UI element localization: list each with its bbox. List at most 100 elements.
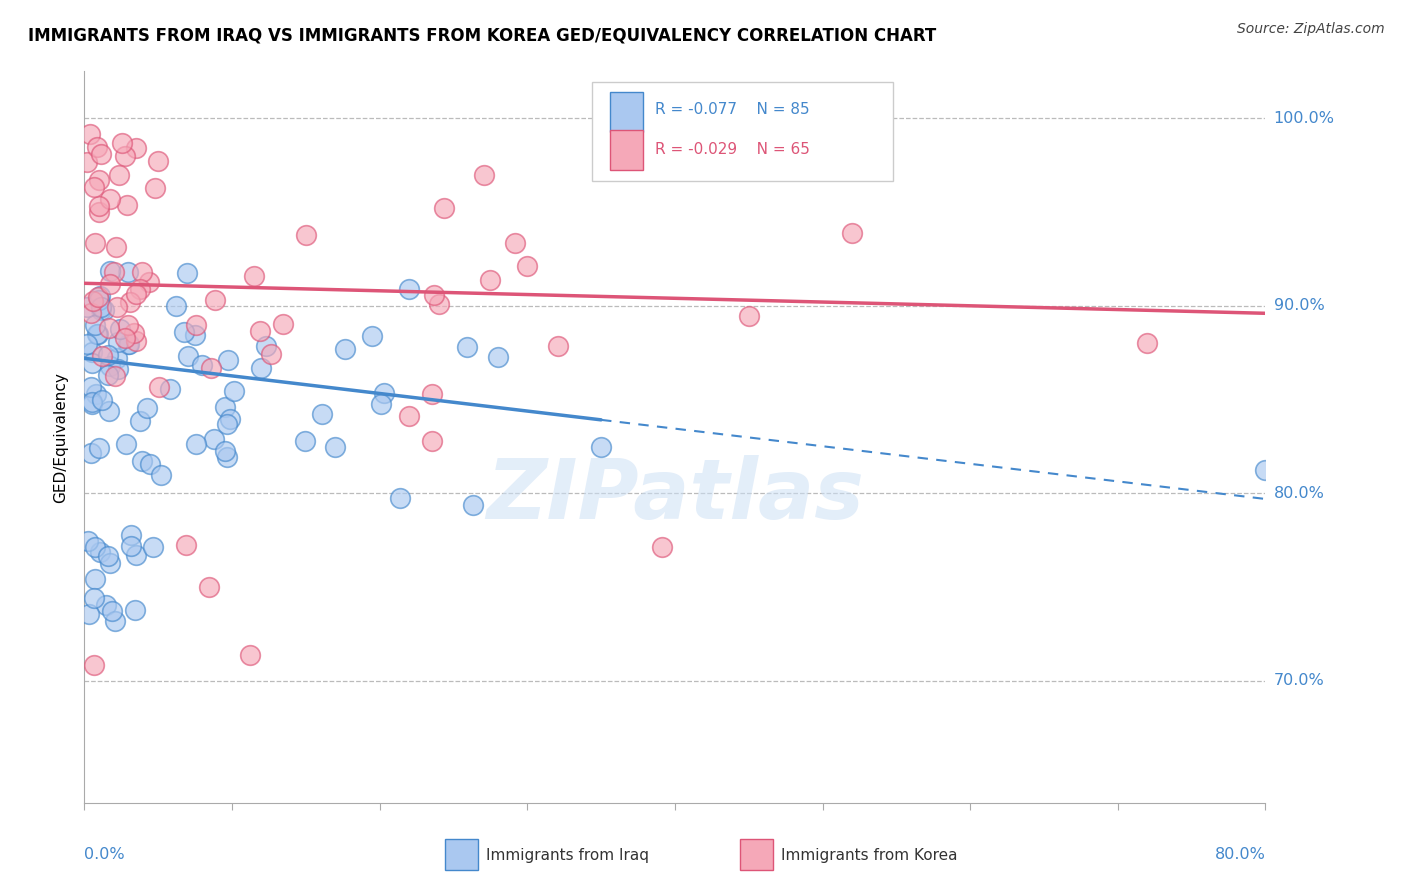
Point [243,269,266,284]
Point [107,335,129,350]
Point [139,457,162,471]
Point [128,282,150,296]
Point [120,528,142,542]
Point [174,538,197,552]
Text: 100.0%: 100.0% [1274,111,1334,126]
Point [148,153,170,168]
Point [217,352,239,367]
Point [89,545,111,559]
Point [108,322,131,336]
Point [398,282,420,296]
Point [214,401,236,415]
Point [131,454,153,468]
Text: 80.0%: 80.0% [1274,486,1324,500]
Point [98,556,121,570]
Point [76,337,98,351]
FancyBboxPatch shape [610,130,643,170]
Point [398,409,420,423]
Point [651,540,673,554]
Point [591,440,613,454]
Point [90,147,112,161]
Point [84,386,107,401]
Point [87,290,110,304]
Point [124,334,146,349]
Point [125,548,148,562]
Point [120,539,142,553]
Point [80,356,103,370]
Point [87,293,110,308]
Point [215,417,238,431]
FancyBboxPatch shape [740,839,773,870]
Point [79,306,101,320]
Point [93,303,115,318]
Point [177,349,200,363]
Point [202,432,225,446]
Point [97,403,120,417]
Point [83,591,105,605]
Point [91,349,114,363]
Point [184,436,207,450]
Point [107,169,129,183]
Point [204,293,226,307]
Text: Immigrants from Korea: Immigrants from Korea [782,848,957,863]
Point [463,498,485,512]
Point [249,324,271,338]
Point [370,397,392,411]
Text: R = -0.029    N = 65: R = -0.029 N = 65 [655,142,810,157]
Point [80,395,103,409]
Point [422,434,444,449]
Point [101,604,124,618]
Text: Immigrants from Iraq: Immigrants from Iraq [486,848,650,863]
Point [311,407,333,421]
Point [183,327,205,342]
Point [82,345,104,359]
Point [114,149,136,163]
Point [104,614,127,628]
Point [86,326,108,341]
Point [503,236,526,251]
Point [138,275,160,289]
Point [224,384,246,398]
Text: 80.0%: 80.0% [1215,847,1265,862]
Point [295,227,318,242]
Point [131,265,153,279]
Point [98,192,121,206]
Point [325,440,347,454]
Point [479,273,502,287]
Point [145,181,167,195]
Text: 70.0%: 70.0% [1274,673,1324,689]
Point [125,141,148,155]
Point [89,289,111,303]
Point [333,343,356,357]
Point [89,199,111,213]
Point [124,603,146,617]
Point [89,442,111,456]
Point [118,337,141,351]
Point [547,339,569,353]
Point [98,264,121,278]
Point [200,361,222,376]
Point [198,580,221,594]
Point [89,173,111,187]
Text: 90.0%: 90.0% [1274,298,1324,313]
Point [104,240,127,254]
Point [79,607,101,622]
Point [104,368,127,383]
Point [239,648,262,662]
Point [105,300,128,314]
Point [98,359,121,373]
Point [159,382,181,396]
Point [456,340,478,354]
Point [117,337,139,351]
Point [215,450,238,464]
Point [389,491,412,506]
Point [191,358,214,372]
Point [142,540,165,554]
Point [76,300,98,314]
Point [373,386,395,401]
Point [118,294,141,309]
Text: 0.0%: 0.0% [84,847,125,862]
Point [115,437,138,451]
Point [148,380,170,394]
Point [86,139,108,153]
